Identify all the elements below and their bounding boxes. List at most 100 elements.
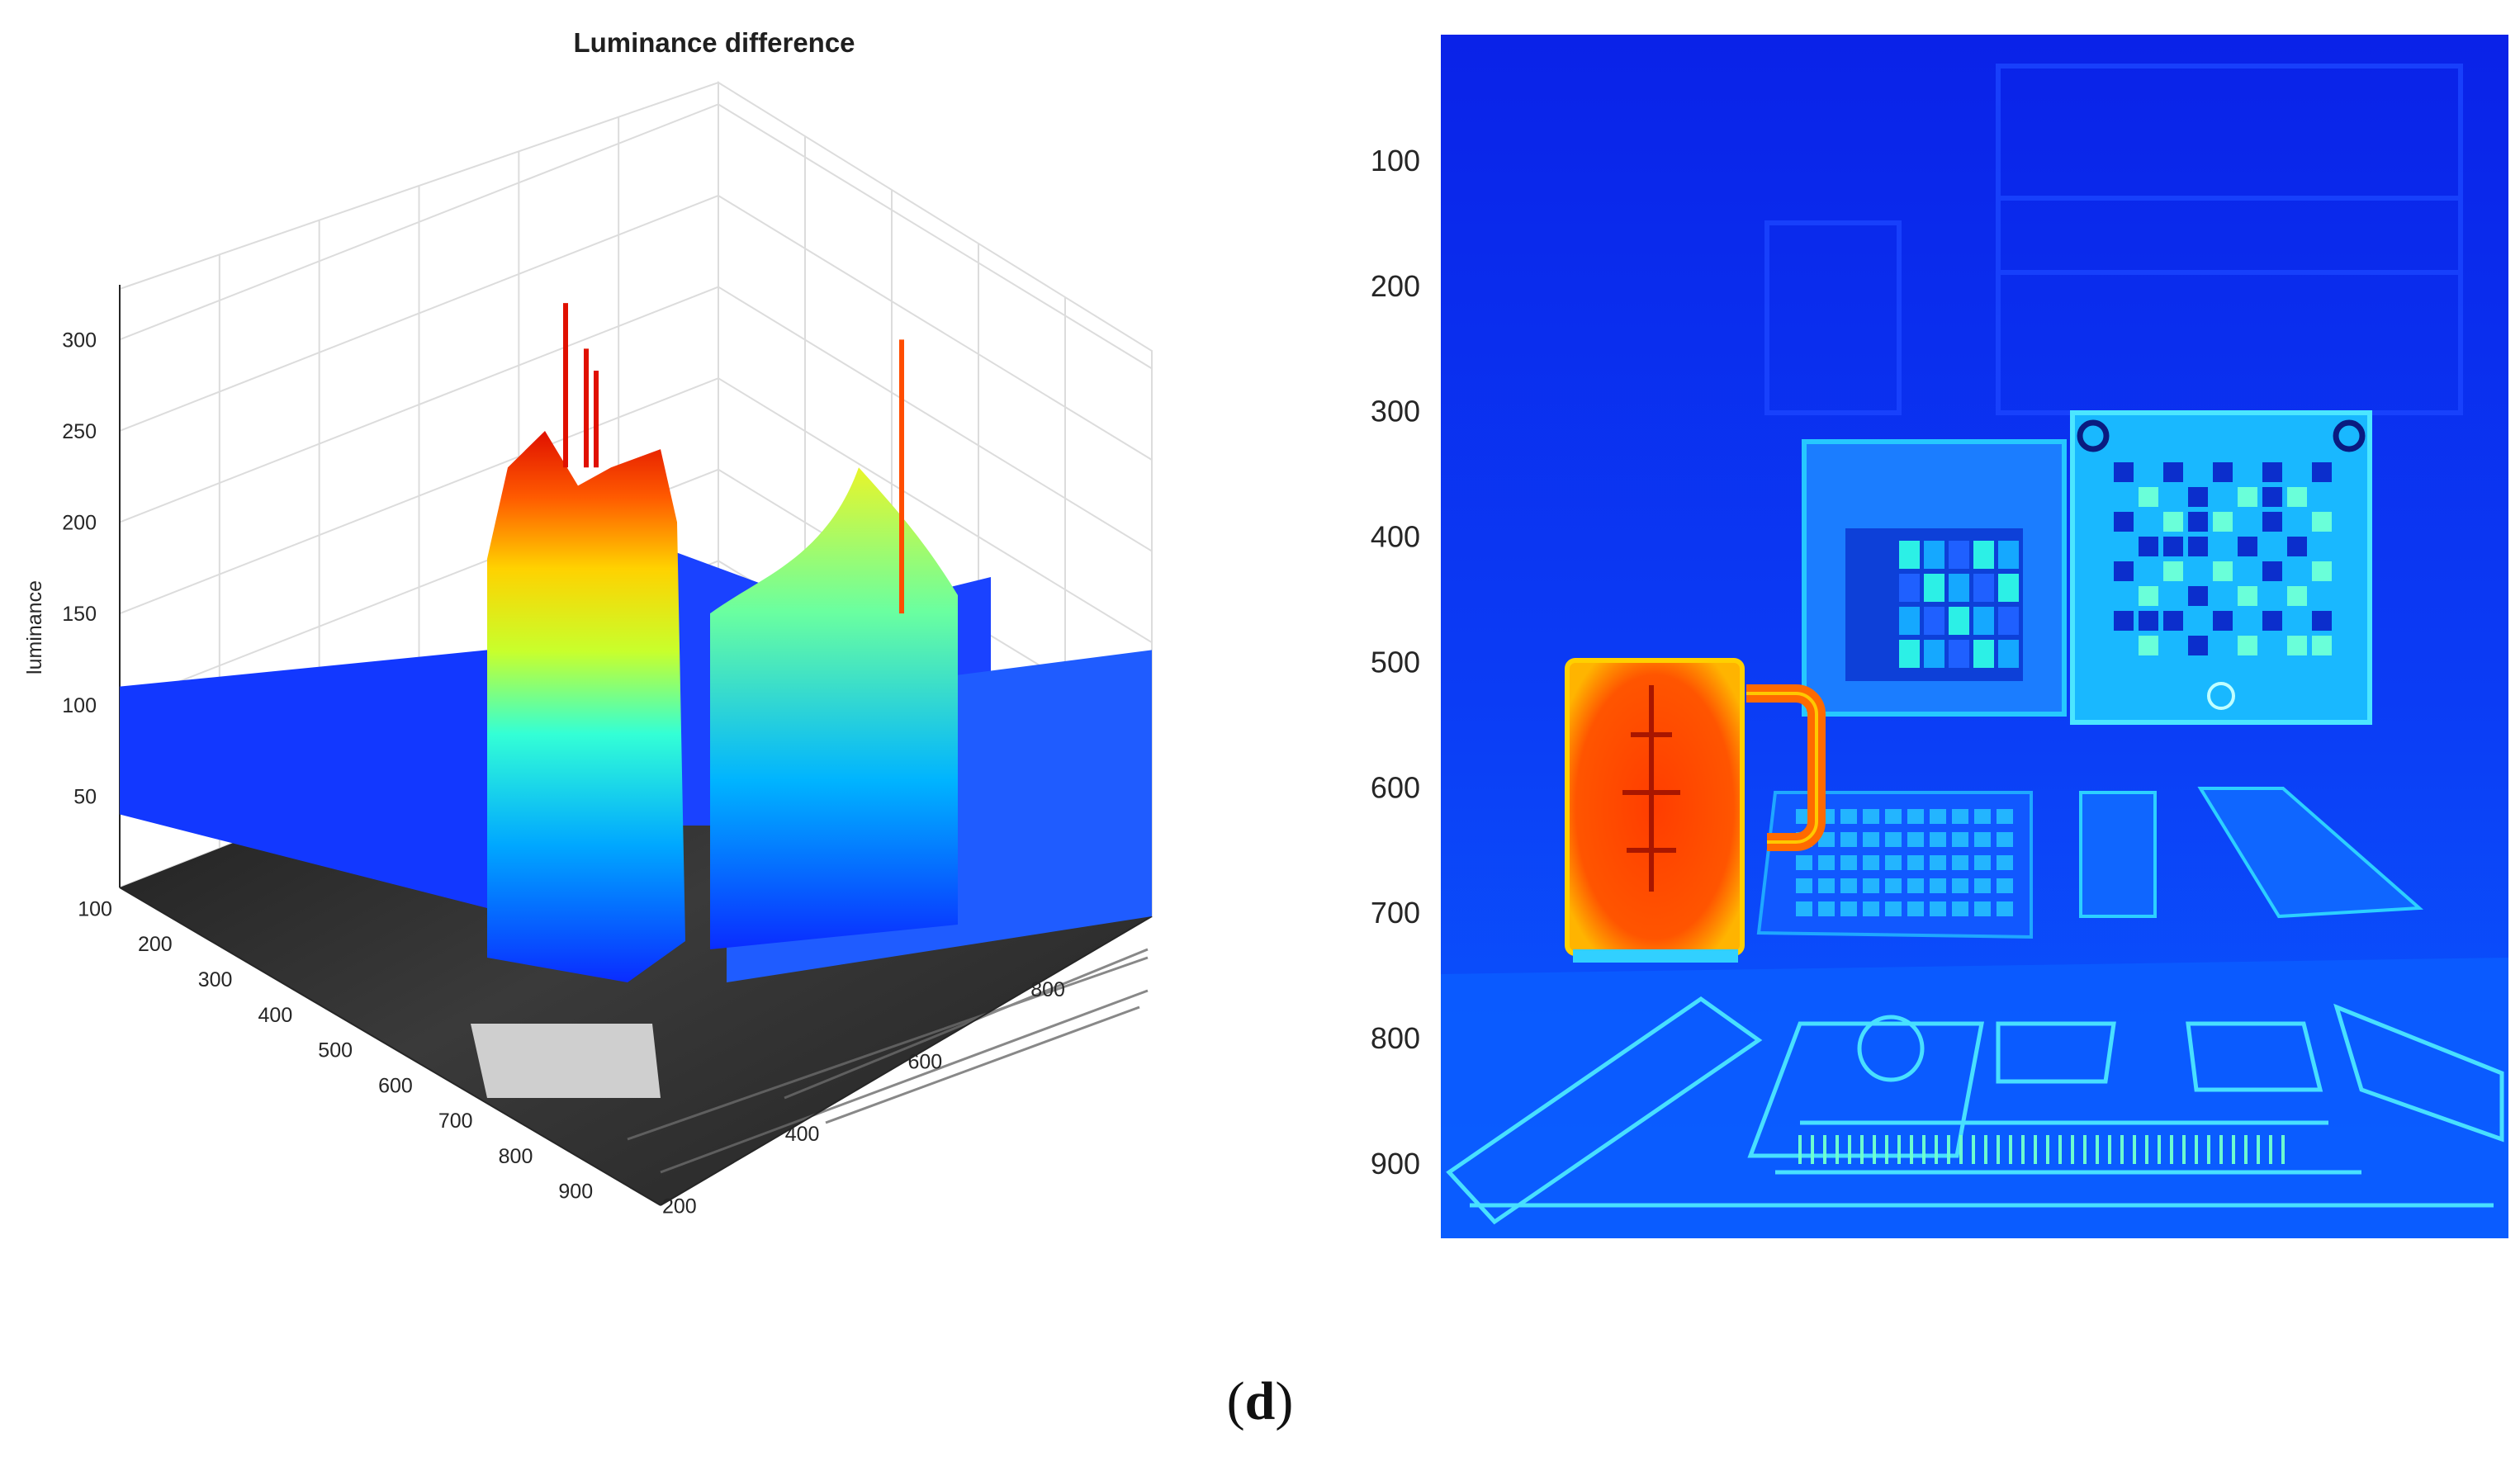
tablet-pattern-cell: [2287, 487, 2307, 507]
heatmap-image: 100 200 300 400 500 600 700 800 900: [1371, 35, 2508, 1238]
keyboard-key: [1930, 901, 1946, 916]
surface-mug-peak: [487, 430, 685, 982]
tablet-pattern-cell: [2139, 586, 2158, 606]
tablet-pattern-cell: [2287, 537, 2307, 556]
x-tick-label: 100: [78, 897, 112, 920]
mug: [1565, 658, 1826, 963]
keyboard-key: [1997, 878, 2013, 893]
monitor-pattern-cell: [1899, 541, 1920, 569]
x-tick-label: 700: [438, 1110, 473, 1133]
keyboard-key: [1885, 809, 1902, 824]
keyboard-key: [1907, 878, 1924, 893]
keyboard-key: [1997, 901, 2013, 916]
resolution-test-chart: [1446, 996, 2504, 1225]
x-tick-label: 400: [258, 1004, 293, 1027]
tablet-pattern-cell: [2238, 586, 2257, 606]
y-tick-label: 800: [1030, 978, 1065, 1001]
keyboard-key: [1974, 832, 1991, 847]
device-right: [2197, 787, 2423, 919]
tablet-pattern-cell: [2163, 561, 2183, 581]
x-tick-label: 800: [499, 1145, 533, 1168]
image-y-tick-label: 900: [1371, 1147, 1420, 1181]
tablet-pattern-cell: [2213, 611, 2233, 631]
keyboard-key: [1997, 832, 2013, 847]
tablet: [2070, 410, 2372, 725]
plot-title: Luminance difference: [573, 27, 855, 58]
keyboard-key: [1952, 809, 1968, 824]
image-y-tick-label: 300: [1371, 395, 1420, 428]
keyboard-key: [1930, 878, 1946, 893]
tablet-pattern-cell: [2188, 487, 2208, 507]
z-axis-label: luminance: [23, 580, 46, 674]
tablet-pattern-cell: [2312, 636, 2332, 655]
tablet-pattern-cell: [2188, 537, 2208, 556]
tablet-pattern-cell: [2139, 487, 2158, 507]
keyboard-key: [1840, 832, 1857, 847]
monitor-pattern-cell: [1949, 541, 1969, 569]
tablet-pattern-cell: [2262, 561, 2282, 581]
surface-display-peak: [710, 467, 958, 949]
monitor-pattern-cell: [1924, 574, 1944, 602]
tablet-pattern-cell: [2114, 512, 2134, 532]
keyboard-key: [1952, 878, 1968, 893]
monitor: [1802, 439, 2067, 717]
keyboard-key: [1907, 832, 1924, 847]
keyboard-key: [1863, 878, 1879, 893]
tablet-pattern-cell: [2262, 611, 2282, 631]
y-tick-label: 400: [785, 1123, 820, 1146]
tablet-pattern-cell: [2139, 537, 2158, 556]
keyboard-key: [1818, 878, 1835, 893]
tablet-pattern-cell: [2114, 611, 2134, 631]
tablet-pattern-cell: [2114, 561, 2134, 581]
keyboard-key: [1818, 832, 1835, 847]
y-tick-label: 200: [662, 1195, 697, 1218]
tablet-pattern-cell: [2262, 487, 2282, 507]
monitor-pattern-cell: [1973, 607, 1994, 635]
tablet-pattern-cell: [2312, 611, 2332, 631]
x-tick-label: 300: [198, 968, 233, 991]
keyboard-key: [1952, 901, 1968, 916]
keyboard-key: [1907, 809, 1924, 824]
x-tick-label: 500: [318, 1039, 353, 1062]
keyboard-key: [1863, 901, 1879, 916]
tablet-pattern-cell: [2188, 512, 2208, 532]
monitor-pattern-cell: [1998, 541, 2019, 569]
z-tick-label: 300: [62, 329, 97, 352]
monitor-pattern-cell: [1949, 607, 1969, 635]
grid-back-walls: [119, 81, 1153, 918]
keyboard-key: [1885, 878, 1902, 893]
z-tick-label: 250: [62, 420, 97, 443]
monitor-pattern-cell: [1973, 640, 1994, 668]
tablet-pattern-cell: [2287, 636, 2307, 655]
desk-surface: [1441, 958, 2508, 1238]
surface-plot: Luminance difference: [23, 27, 1153, 1218]
keyboard-key: [1997, 855, 2013, 870]
image-y-tick-label: 700: [1371, 896, 1420, 930]
y-axis-ticks: 200 400 600 800: [662, 978, 1065, 1218]
monitor-pattern-cell: [1998, 574, 2019, 602]
tablet-pattern-cell: [2262, 462, 2282, 482]
keyboard-key: [1974, 878, 1991, 893]
tablet-pattern-cell: [2312, 462, 2332, 482]
keyboard: [1756, 791, 2033, 939]
monitor-pattern-cell: [1973, 541, 1994, 569]
keyboard-key: [1930, 809, 1946, 824]
tablet-pattern-cell: [2188, 586, 2208, 606]
tablet-pattern-cell: [2238, 636, 2257, 655]
keyboard-key: [1974, 855, 1991, 870]
image-y-axis-ticks: 100 200 300 400 500 600 700 800 900: [1371, 144, 1420, 1181]
keyboard-key: [1818, 855, 1835, 870]
monitor-pattern-cell: [1899, 607, 1920, 635]
caption-open: (: [1226, 1371, 1245, 1431]
keyboard-key: [1796, 878, 1812, 893]
z-tick-label: 50: [73, 785, 97, 808]
z-gridline: [718, 103, 1153, 370]
x-axis-ticks: 100 200 300 400 500 600 700 800 900: [78, 897, 593, 1203]
image-y-tick-label: 500: [1371, 645, 1420, 679]
z-tick-label: 150: [62, 603, 97, 626]
figure-caption: (d): [0, 1370, 2520, 1433]
mug-floor-shadow: [471, 1024, 661, 1098]
monitor-pattern-cell: [1899, 640, 1920, 668]
keyboard-key: [1796, 855, 1812, 870]
